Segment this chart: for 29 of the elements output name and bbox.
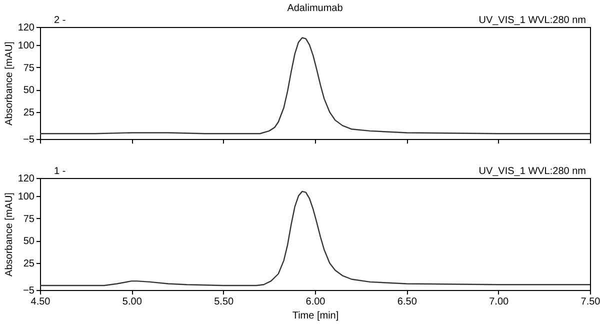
y-tick-label: 100: [18, 191, 35, 202]
x-tick-label: 5.00: [122, 296, 142, 308]
y-tick-label: −5: [23, 286, 35, 296]
x-tick-label: 7.00: [489, 296, 509, 308]
x-tick-label: 6.50: [397, 296, 418, 308]
y-tick-label: 25: [23, 108, 35, 119]
y-axis-title: Absorbance [mAU]: [4, 41, 15, 126]
text: UV_VIS_1 WVL:280 nm: [478, 15, 586, 26]
y-tick-label: 50: [23, 85, 35, 96]
y-tick-label: 75: [23, 62, 35, 74]
x-tick-label: 7.50: [580, 296, 600, 308]
text: UV_VIS_1 WVL:280 nm: [478, 166, 586, 177]
x-tick-label: 5.50: [214, 296, 234, 308]
line-series: [40, 37, 590, 134]
y-tick-label: 50: [23, 236, 35, 248]
y-tick-label: −5: [23, 134, 35, 146]
y-axis-title: Absorbance [mAU]: [4, 192, 15, 276]
y-tick-label: 25: [23, 258, 35, 270]
text: 1 -: [54, 166, 66, 177]
x-tick-label: 6.00: [306, 296, 326, 308]
y-tick-label: 100: [18, 40, 35, 52]
y-tick-label: 75: [23, 214, 35, 225]
y-tick-label: 120: [18, 22, 35, 34]
y-tick-label: 120: [18, 174, 35, 184]
line-series: [40, 190, 590, 286]
x-axis-title: Time [min]: [292, 310, 339, 322]
x-tick-label: 4.50: [30, 296, 51, 308]
chart-title: Adalimumab: [287, 3, 344, 14]
text: 2 -: [54, 15, 66, 26]
